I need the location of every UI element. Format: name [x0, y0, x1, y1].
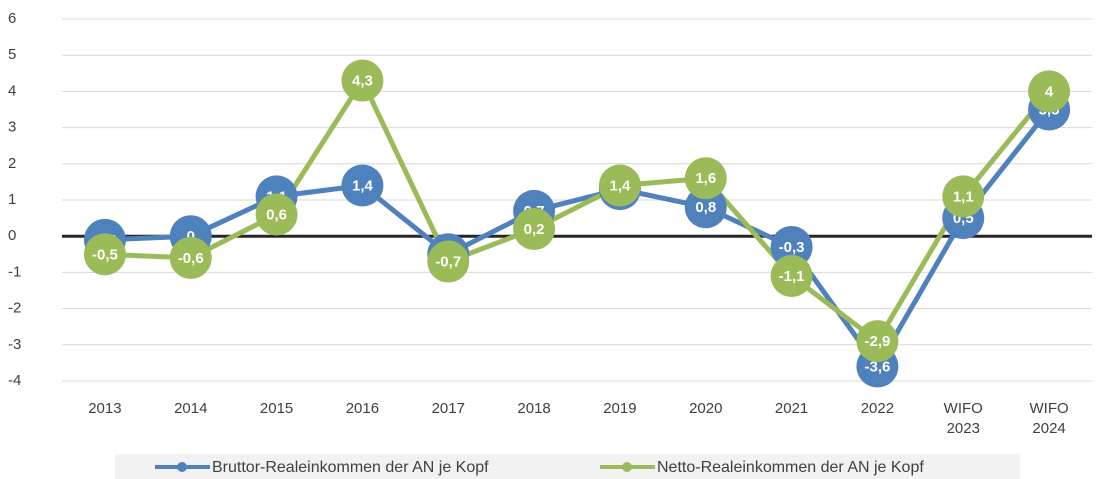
- data-label: -0,5: [92, 246, 118, 263]
- x-tick-label: 2021: [774, 400, 809, 417]
- data-label: -1,1: [779, 268, 805, 285]
- x-tick-label: WIFO 2024: [1029, 400, 1069, 437]
- marker: [684, 157, 727, 200]
- data-label: -2,9: [864, 333, 890, 350]
- x-tick-label: 2018: [517, 400, 551, 417]
- x-tick-label: 2019: [603, 400, 637, 417]
- y-tick-label: 3: [8, 119, 16, 136]
- x-tick-label: 2013: [88, 400, 122, 417]
- data-label: 0,8: [695, 199, 716, 216]
- y-tick-label: 6: [8, 10, 16, 27]
- y-tick-label: 0: [8, 227, 16, 244]
- x-tick-label: 2022: [860, 400, 895, 417]
- y-tick-label: -3: [8, 336, 21, 353]
- legend-label: Netto-Realeinkommen der AN je Kopf: [657, 459, 924, 476]
- marker: [942, 175, 985, 218]
- data-label: 0,2: [524, 221, 545, 238]
- marker: [169, 236, 212, 279]
- data-label: 0: [187, 228, 195, 245]
- y-tick-label: 1: [8, 191, 16, 208]
- marker: [1028, 70, 1071, 113]
- x-tick-label: 2016: [345, 400, 380, 417]
- series-line: [104, 107, 1052, 370]
- y-tick-label: 4: [8, 82, 16, 99]
- data-label: 4,3: [352, 73, 373, 90]
- data-label: 0,6: [266, 206, 287, 223]
- x-tick-label: 2014: [174, 400, 208, 417]
- marker: [83, 233, 126, 276]
- marker: [427, 240, 470, 283]
- data-label: -0,7: [435, 254, 461, 271]
- marker: [513, 207, 556, 250]
- data-label: 1,4: [609, 177, 631, 194]
- x-tick-label: 2020: [689, 400, 723, 417]
- data-label: 1,4: [352, 177, 374, 194]
- data-label: -0,6: [178, 250, 204, 267]
- legend-label: Bruttor-Realeinkommen der AN je Kopf: [212, 459, 489, 476]
- marker: [255, 193, 298, 236]
- marker: [770, 226, 813, 269]
- data-label: 1,1: [953, 188, 974, 205]
- data-label: 4: [1045, 83, 1054, 100]
- y-tick-label: -2: [8, 300, 21, 317]
- marker: [341, 164, 384, 207]
- marker: [598, 164, 641, 207]
- y-tick-label: -4: [8, 372, 21, 389]
- data-label: 1,6: [695, 170, 716, 187]
- x-tick-label: 2017: [431, 400, 465, 417]
- y-tick-label: 5: [8, 46, 16, 63]
- marker: [684, 186, 727, 229]
- x-tick-label: 2015: [259, 400, 294, 417]
- legend-background: [115, 454, 1020, 479]
- data-label: -3,6: [864, 358, 890, 375]
- y-tick-label: 2: [8, 155, 16, 172]
- legend-marker: [177, 462, 187, 472]
- y-tick-label: -1: [8, 263, 21, 280]
- legend-marker: [622, 462, 632, 472]
- marker: [856, 320, 899, 363]
- data-label: -0,3: [779, 239, 805, 256]
- x-tick-label: WIFO 2023: [943, 400, 983, 437]
- marker: [341, 59, 384, 102]
- marker: [770, 255, 813, 298]
